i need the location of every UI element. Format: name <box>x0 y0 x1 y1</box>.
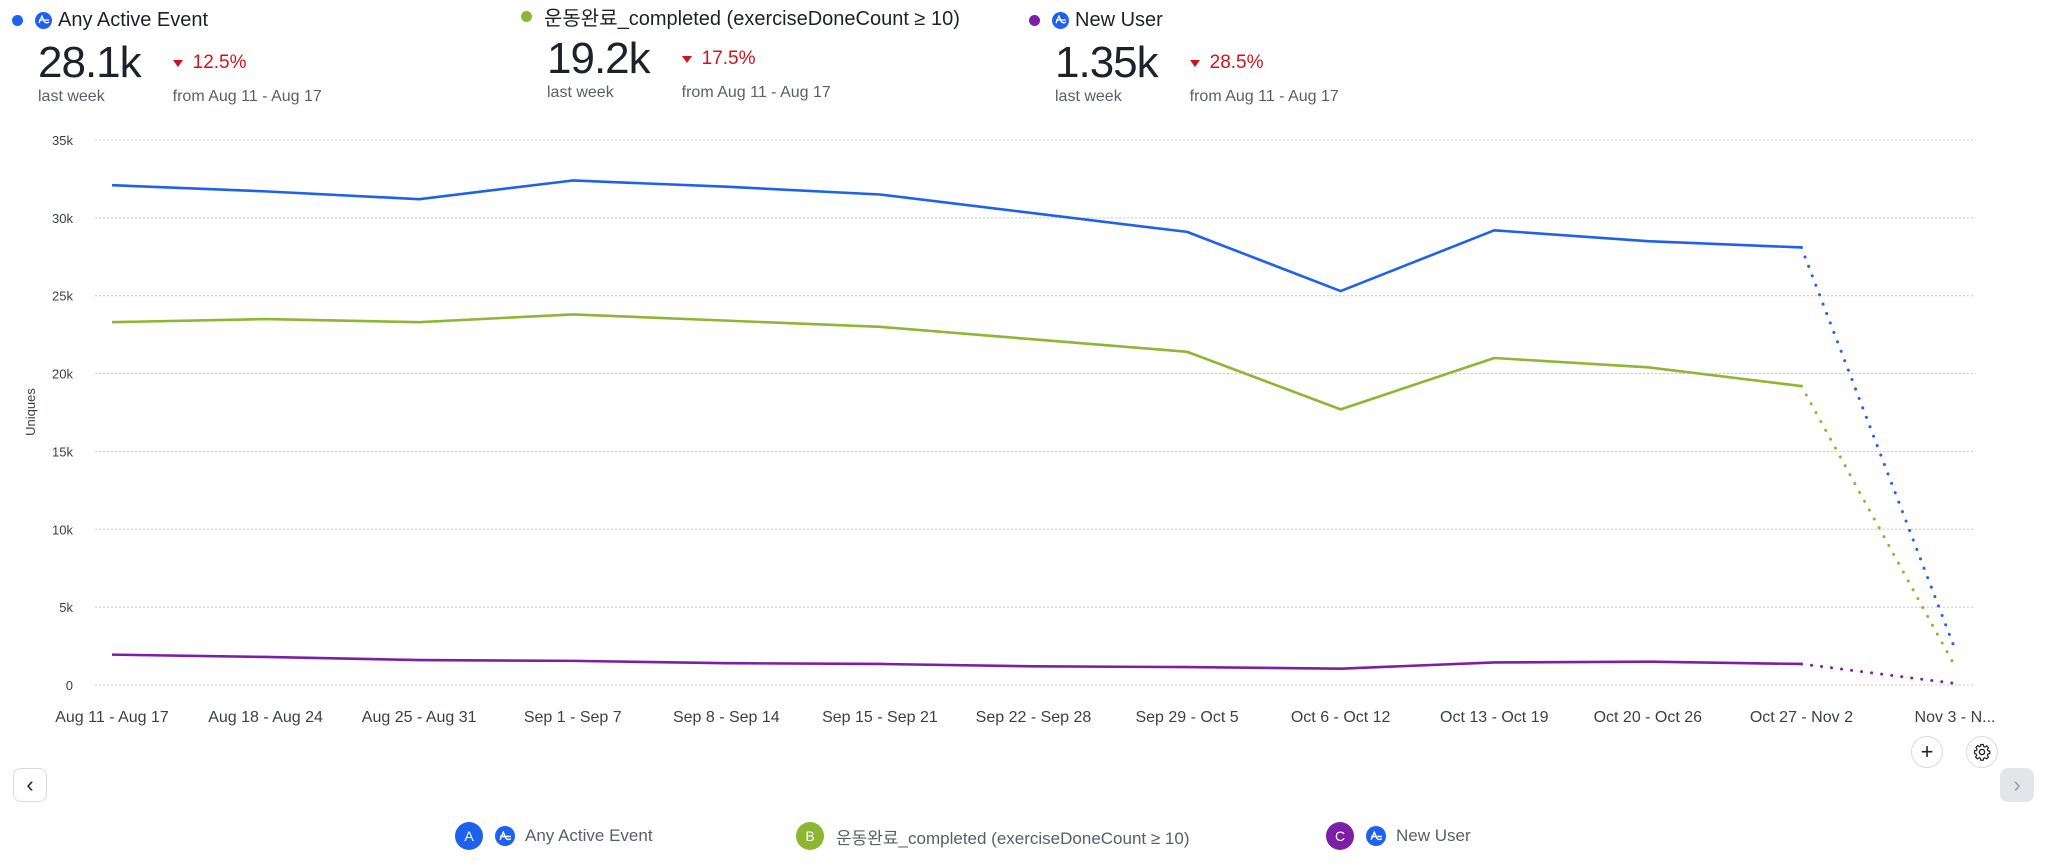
gear-icon <box>1973 743 1991 761</box>
x-tick-label: Oct 13 - Oct 19 <box>1440 709 1549 726</box>
series-incomplete-segment <box>1799 384 1957 668</box>
kpi-period: last week <box>38 88 105 105</box>
series-dot <box>521 10 532 22</box>
series-letter-badge: A <box>455 822 483 850</box>
y-tick-label: 25k <box>52 289 73 304</box>
kpi-exercise-completed: 운동완료_completed (exerciseDoneCount ≥ 10) … <box>521 0 960 102</box>
x-tick-label: Sep 8 - Sep 14 <box>673 709 780 726</box>
x-tick-label: Oct 20 - Oct 26 <box>1594 709 1703 726</box>
kpi-title[interactable]: Any Active Event <box>58 8 209 31</box>
down-arrow-icon <box>1189 59 1200 67</box>
series-solid-line <box>111 653 1802 670</box>
kpi-compare: from Aug 11 - Aug 17 <box>681 84 831 101</box>
down-arrow-icon <box>681 55 692 63</box>
kpi-value: 19.2k <box>547 34 651 83</box>
kpi-period: last week <box>1055 88 1122 105</box>
x-tick-label: Aug 11 - Aug 17 <box>55 709 169 726</box>
series-line <box>111 179 1957 651</box>
settings-button[interactable] <box>1966 736 1998 768</box>
x-tick-label: Aug 18 - Aug 24 <box>208 709 323 726</box>
series-dot <box>1029 14 1040 26</box>
legend-label: Any Active Event <box>525 826 653 845</box>
kpi-compare: from Aug 11 - Aug 17 <box>172 88 322 105</box>
x-tick-label: Sep 15 - Sep 21 <box>822 709 938 726</box>
series-incomplete-segment <box>1799 245 1957 651</box>
kpi-delta: 28.5% <box>1209 52 1264 73</box>
kpi-title[interactable]: New User <box>1075 8 1163 31</box>
series-incomplete-segment <box>1799 662 1957 685</box>
add-button[interactable]: + <box>1911 736 1943 768</box>
y-tick-label: 35k <box>52 133 73 148</box>
prev-page-button[interactable]: ‹ <box>13 768 47 802</box>
x-tick-label: Aug 25 - Aug 31 <box>362 709 477 726</box>
kpi-title[interactable]: 운동완료_completed (exerciseDoneCount ≥ 10) <box>544 7 960 30</box>
down-arrow-icon <box>172 59 183 67</box>
kpi-new-user: New User 1.35k last week 28.5% from Aug … <box>1029 0 1339 106</box>
amplitude-icon <box>495 826 515 846</box>
legend-item-a[interactable]: A Any Active Event <box>455 822 653 850</box>
y-axis-label: Uniques <box>23 388 38 436</box>
series-line <box>111 653 1957 685</box>
x-tick-label: Oct 6 - Oct 12 <box>1291 709 1391 726</box>
x-tick-label: Sep 1 - Sep 7 <box>524 709 622 726</box>
x-tick-label: Sep 29 - Oct 5 <box>1135 709 1238 726</box>
legend-label: New User <box>1396 826 1471 845</box>
series-solid-line <box>111 179 1802 293</box>
amplitude-icon <box>35 11 52 29</box>
y-tick-label: 20k <box>52 367 73 382</box>
amplitude-icon <box>1052 11 1069 29</box>
legend-item-b[interactable]: B 운동완료_completed (exerciseDoneCount ≥ 10… <box>796 822 1190 850</box>
kpi-delta: 17.5% <box>701 48 756 69</box>
kpi-compare: from Aug 11 - Aug 17 <box>1189 88 1339 105</box>
series-dot <box>12 14 23 26</box>
legend-item-c[interactable]: C New User <box>1326 822 1471 850</box>
kpi-delta: 12.5% <box>192 52 247 73</box>
kpi-value: 1.35k <box>1055 38 1159 87</box>
series-line <box>111 313 1957 668</box>
y-tick-label: 10k <box>52 522 73 537</box>
legend-label: 운동완료_completed (exerciseDoneCount ≥ 10) <box>836 828 1190 848</box>
y-tick-label: 0 <box>66 678 73 693</box>
y-tick-label: 15k <box>52 444 73 459</box>
x-tick-label: Sep 22 - Sep 28 <box>976 709 1092 726</box>
y-tick-label: 5k <box>59 600 73 615</box>
next-page-button[interactable]: › <box>2000 768 2034 802</box>
chevron-left-icon: ‹ <box>26 772 34 797</box>
line-chart[interactable]: 0 5k 10k 15k 20k 25k 30k 35k Aug 11 - Aug 17 Aug… <box>0 0 2048 760</box>
series-solid-line <box>111 313 1802 411</box>
plus-icon: + <box>1920 739 1934 764</box>
kpi-period: last week <box>547 84 614 101</box>
amplitude-icon <box>1366 826 1386 846</box>
chevron-right-icon: › <box>2013 772 2021 797</box>
series-letter-badge: C <box>1326 822 1354 850</box>
x-tick-label: Nov 3 - N... <box>1915 709 1996 726</box>
kpi-any-active-event: Any Active Event 28.1k last week 12.5% f… <box>12 0 322 106</box>
y-tick-label: 30k <box>52 211 73 226</box>
kpi-value: 28.1k <box>38 38 142 87</box>
x-tick-label: Oct 27 - Nov 2 <box>1750 709 1853 726</box>
series-letter-badge: B <box>796 822 824 850</box>
